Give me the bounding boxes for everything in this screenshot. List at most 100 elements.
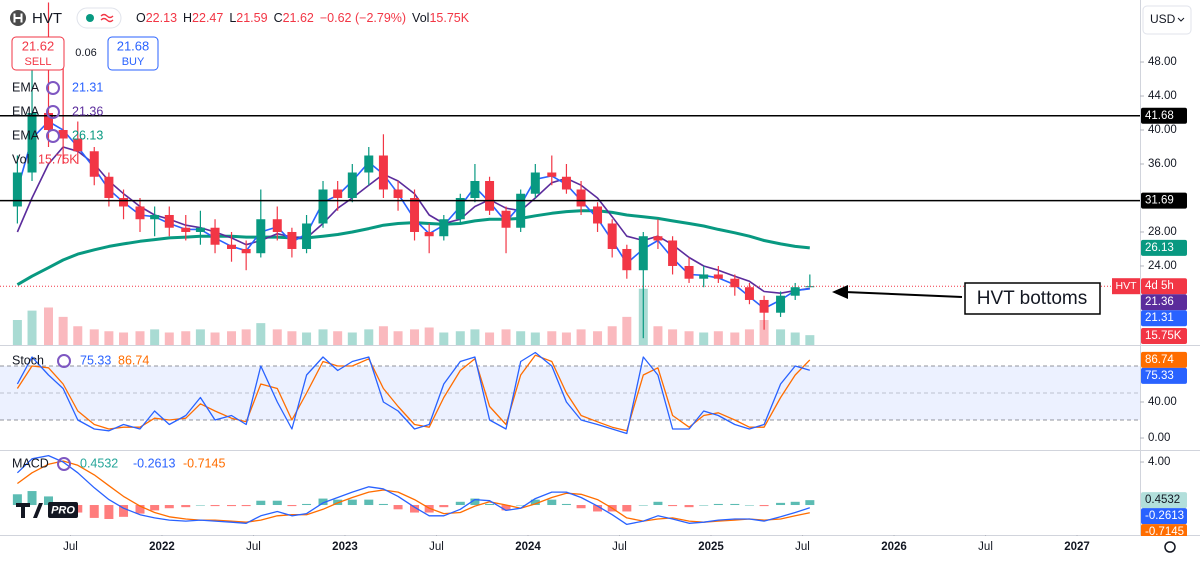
- candle-body: [607, 223, 617, 249]
- sell-button[interactable]: [11, 36, 65, 71]
- candle-body: [27, 113, 37, 173]
- volume-bar: [210, 332, 220, 345]
- legend-title: MACD: [12, 456, 49, 470]
- quote-value: 21.59: [236, 11, 267, 25]
- status-pill[interactable]: [76, 7, 122, 29]
- volume-bar: [576, 329, 586, 345]
- candle-body: [393, 189, 403, 198]
- candle-body: [790, 287, 800, 296]
- x-tick-label: Jul: [246, 541, 261, 553]
- volume-bar: [607, 326, 617, 345]
- settings-gear[interactable]: [1164, 541, 1176, 553]
- price-tag-countdown: 4d 5h: [1145, 280, 1174, 292]
- macd-line: [17, 460, 810, 523]
- quote: O22.13 H22.47 L21.59 C21.62 −0.62 (−2.79%) Vo…: [136, 11, 470, 25]
- volume-bar: [530, 332, 540, 345]
- x-tick-label: Jul: [612, 541, 627, 553]
- macd-histogram-bar: [393, 505, 403, 510]
- currency-button[interactable]: [1142, 5, 1192, 35]
- candle-body: [195, 227, 205, 232]
- volume-bar: [12, 320, 22, 345]
- macd-histogram-bar: [576, 505, 586, 509]
- legend-icon: [46, 105, 60, 119]
- volume-bar: [378, 326, 388, 345]
- stoch-axis-label-bg: [1141, 351, 1187, 368]
- volume-bar: [73, 326, 83, 345]
- macd-histogram-bar: [181, 505, 191, 508]
- volume-bar: [333, 331, 343, 345]
- candle-body: [104, 176, 114, 198]
- macd-histogram-bar: [759, 505, 769, 507]
- candle-body: [439, 219, 449, 237]
- price-tag-symbol: HVT: [1116, 280, 1138, 292]
- volume-axis-label-bg: [1141, 328, 1187, 344]
- volume-bar: [410, 329, 420, 345]
- macd-histogram-bar: [12, 494, 22, 506]
- candle-body: [210, 227, 220, 245]
- macd-axis-label-bg: [1141, 492, 1187, 509]
- macd-histogram-bar: [119, 505, 129, 517]
- symbol-logo-mark: [13, 13, 23, 23]
- volume-bar: [776, 329, 786, 345]
- buy-button[interactable]: [107, 36, 159, 71]
- annotation-text: HVT bottoms: [977, 288, 1088, 309]
- candle-body: [302, 223, 312, 249]
- volume-bar: [287, 331, 297, 345]
- legend-value: 86.74: [118, 353, 149, 367]
- volume-bar: [150, 329, 160, 345]
- x-tick-label: 2022: [149, 541, 175, 553]
- volume-bar: [561, 332, 571, 345]
- legend-icon: [57, 354, 71, 368]
- candle-body: [699, 274, 709, 279]
- legend-value: 0.4532: [80, 456, 118, 470]
- candle-body: [135, 206, 145, 220]
- macd-histogram-bar: [638, 505, 648, 506]
- stoch-line: [16, 351, 810, 435]
- annotation-box: [964, 282, 1101, 315]
- volume-bar: [302, 332, 312, 345]
- legend-icon: [57, 457, 71, 471]
- annotation-arrow: [844, 291, 963, 298]
- stoch-pane: [0, 351, 1140, 435]
- volume-bar: [622, 316, 632, 345]
- candle-body: [256, 219, 266, 254]
- quote-label: O: [136, 11, 146, 25]
- buy-label: BUY: [122, 56, 145, 68]
- level-label: 41.68: [1145, 110, 1174, 122]
- macd-histogram-bar: [287, 505, 297, 507]
- candle-body: [119, 197, 129, 207]
- macd-histogram-bar: [410, 505, 420, 513]
- macd-histogram-bar: [501, 505, 511, 511]
- candle-body: [485, 180, 495, 211]
- legend-title: Stoch: [12, 353, 44, 367]
- macd-histogram-bar: [256, 500, 266, 506]
- volume-bar: [43, 307, 53, 345]
- volume-bar: [501, 329, 511, 345]
- volume-bar: [195, 329, 205, 345]
- stoch-line: [16, 354, 811, 432]
- y-tick-label: 40.00: [1148, 396, 1177, 408]
- macd-histogram-bar: [195, 505, 205, 506]
- macd-histogram-bar: [547, 499, 557, 506]
- y-tick-label: 4.00: [1148, 456, 1170, 468]
- candle-body: [516, 193, 526, 228]
- candle-body: [455, 197, 465, 220]
- volume-bar: [164, 332, 174, 345]
- y-tick-label: 36.00: [1148, 158, 1177, 170]
- macd-histogram-bar: [27, 491, 37, 506]
- candle-body: [684, 265, 694, 279]
- legend-icon: [46, 81, 60, 95]
- macd-histogram-bar: [790, 501, 800, 506]
- stoch-axis-label: 86.74: [1145, 354, 1174, 366]
- quote-label: C: [274, 11, 283, 25]
- candle-body: [241, 248, 251, 254]
- volume-bar: [730, 332, 740, 345]
- ema-axis-label-bg: [1141, 239, 1187, 256]
- volume-bar: [27, 310, 37, 345]
- legend-name: EMA: [12, 80, 40, 94]
- candle-body: [744, 287, 754, 300]
- volume-axis-label: 15.75K: [1145, 330, 1182, 342]
- macd-pane: [12, 454, 815, 526]
- macd-histogram-bar: [516, 505, 526, 506]
